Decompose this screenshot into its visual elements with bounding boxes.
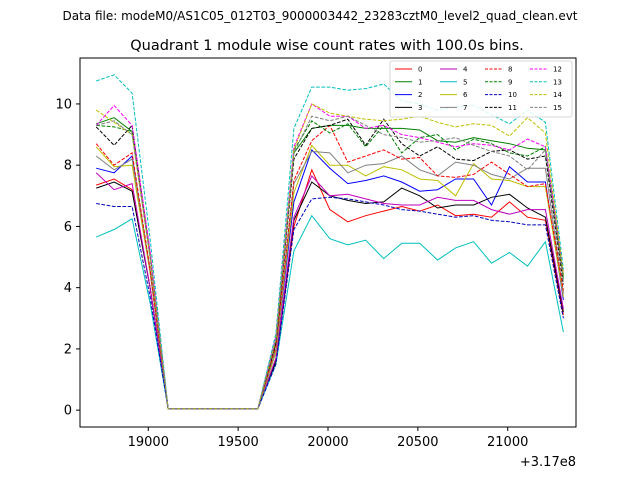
y-tick-label: 6: [64, 220, 72, 235]
x-tick-label: 19000: [128, 435, 169, 450]
series-line-10: [96, 196, 564, 410]
y-tick-label: 2: [64, 342, 72, 357]
legend-label-2: 2: [418, 91, 422, 99]
legend-label-7: 7: [463, 104, 467, 112]
legend-label-0: 0: [418, 66, 422, 74]
x-axis: 19000 19500 20000 20500 21000: [128, 427, 528, 450]
x-tick-label: 20000: [307, 435, 348, 450]
x-tick-label: 19500: [217, 435, 258, 450]
y-tick-label: 10: [55, 97, 72, 112]
plot-area: [95, 74, 564, 410]
legend-label-3: 3: [418, 104, 422, 112]
y-tick-label: 4: [64, 281, 72, 296]
y-tick-label: 0: [64, 404, 72, 419]
x-offset-label: +3.17e8: [520, 455, 576, 470]
legend-label-14: 14: [553, 91, 562, 99]
series-line-6: [95, 144, 564, 410]
y-tick-label: 8: [64, 159, 72, 174]
legend-label-8: 8: [508, 66, 512, 74]
series-line-7: [95, 150, 564, 410]
y-axis: 0 2 4 6 8 10: [55, 97, 80, 419]
chart-title: Quadrant 1 module wise count rates with …: [130, 38, 524, 54]
legend-label-1: 1: [418, 78, 422, 86]
series-line-9: [96, 120, 564, 410]
series-line-15: [96, 115, 564, 410]
series-line-12: [95, 103, 564, 410]
series-line-14: [95, 103, 564, 410]
series-line-0: [96, 168, 564, 410]
legend-label-12: 12: [553, 66, 562, 74]
legend-label-15: 15: [553, 104, 562, 112]
series-line-2: [96, 148, 564, 410]
series-line-5: [96, 214, 564, 410]
legend-label-9: 9: [508, 78, 512, 86]
series-line-4: [95, 172, 564, 410]
legend-label-6: 6: [463, 91, 468, 99]
series-line-11: [95, 118, 564, 410]
legend-box: [389, 60, 573, 118]
legend-label-13: 13: [553, 78, 562, 86]
suptitle: Data file: modeM0/AS1C05_012T03_90000034…: [62, 9, 577, 23]
legend-label-11: 11: [508, 104, 517, 112]
x-tick-label: 21000: [487, 435, 528, 450]
legend-label-4: 4: [463, 66, 468, 74]
legend-label-5: 5: [463, 78, 467, 86]
legend-label-10: 10: [508, 91, 517, 99]
x-tick-label: 20500: [397, 435, 438, 450]
series-line-1: [96, 117, 564, 410]
